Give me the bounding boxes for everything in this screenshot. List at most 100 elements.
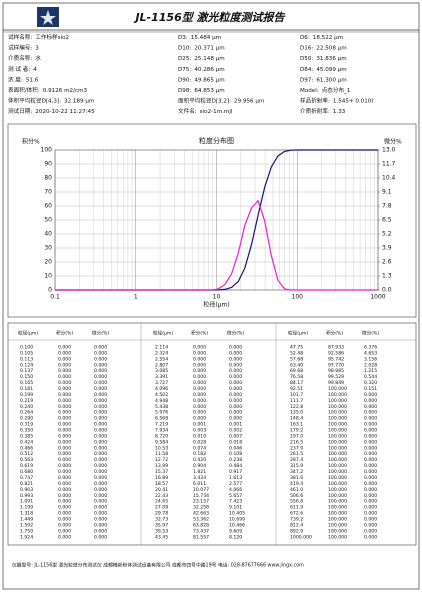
chart-title: 粒度分布图 — [199, 136, 234, 145]
table-cell: 148.4 — [290, 416, 303, 422]
table-cell: 0.385 — [20, 433, 33, 439]
table-cell: 0.000 — [364, 451, 377, 457]
table-cell: 0.010 — [193, 433, 206, 439]
table-cell: 0.181 — [20, 386, 33, 392]
info-field: 浓 度: 51.6 — [8, 75, 39, 83]
info-label: 测试日期: — [8, 107, 32, 115]
info-value: 2020-10-22 11:27:45 — [35, 109, 95, 115]
table-cell: 0.000 — [193, 410, 206, 416]
table-cell: 261.5 — [290, 451, 303, 457]
table-cell: 100.000 — [328, 433, 347, 439]
table-cell: 2.114 — [155, 345, 168, 351]
x-tick-label: 100 — [292, 294, 304, 301]
table-cell: 0.000 — [193, 416, 206, 422]
table-cell: 0.000 — [193, 404, 206, 410]
info-field: 试样名称: 工作标样sio2 — [8, 33, 69, 41]
table-cell: 100.000 — [328, 511, 347, 517]
table-cell: 10.405 — [229, 511, 245, 517]
y-tick-label: 40 — [44, 231, 52, 238]
table-cell: 0.000 — [58, 493, 71, 499]
info-label: D75: — [178, 66, 191, 72]
y-axis-label: 积分% — [22, 138, 40, 146]
table-cell: 0.000 — [58, 439, 71, 445]
table-cell: 84.17 — [290, 380, 303, 386]
info-value: 水 — [35, 54, 41, 62]
table-cell: 0.000 — [94, 511, 107, 517]
table-cell: 0.619 — [20, 463, 33, 469]
table-cell: 0.000 — [364, 505, 377, 511]
table-cell: 6.011 — [193, 481, 206, 487]
table-cell: 0.000 — [58, 345, 71, 351]
table-cell: 0.000 — [58, 528, 71, 534]
info-field: D6: 18.522 μm — [300, 35, 343, 41]
table-cell: 0.000 — [229, 356, 242, 362]
info-value: 51.6 — [26, 77, 39, 83]
table-cell: 0.000 — [229, 374, 242, 380]
table-cell: 100.000 — [328, 445, 347, 451]
table-cell: 35.97 — [155, 522, 168, 528]
table-cell: 287.4 — [290, 457, 303, 463]
series-line — [54, 149, 378, 291]
table-cell: 100.000 — [328, 528, 347, 534]
table-cell: 0.000 — [58, 487, 71, 493]
info-field: D90: 49.865 μm — [178, 77, 225, 83]
info-value: 1.545+ 0.010I — [333, 98, 373, 104]
y2-tick-label: 6.5 — [382, 217, 392, 224]
table-cell: 0.000 — [94, 386, 107, 392]
y2-tick-label: 13.0 — [382, 147, 396, 154]
table-cell: 9.101 — [229, 505, 242, 511]
table-cell: 0.151 — [364, 386, 377, 392]
table-cell: 63.40 — [290, 362, 303, 368]
table-cell: 0.000 — [94, 457, 107, 463]
table-cell: 100.000 — [328, 392, 347, 398]
info-label: D25: — [178, 56, 191, 62]
table-header: 积分(%) — [191, 330, 208, 337]
table-cell: 99.529 — [328, 374, 344, 380]
table-cell: 0.000 — [364, 428, 377, 434]
table-cell: 0.000 — [364, 439, 377, 445]
table-cell: 101.7 — [290, 392, 303, 398]
table-cell: 0.424 — [20, 439, 33, 445]
info-field: D3: 15.484 μm — [178, 35, 221, 41]
table-cell: 0.290 — [20, 416, 33, 422]
table-cell: 100.000 — [328, 481, 347, 487]
table-cell: 0.000 — [229, 380, 242, 386]
info-field: 测试日期: 2020-10-22 11:27:45 — [8, 107, 95, 115]
y2-tick-label: 9.1 — [382, 189, 392, 196]
y2-tick-label: 7.8 — [382, 203, 392, 210]
table-cell: 81.557 — [193, 534, 209, 540]
table-cell: 0.000 — [94, 528, 107, 534]
info-field: D98: 64.853 μm — [178, 88, 225, 94]
table-cell: 5.976 — [155, 410, 168, 416]
table-cell: 506.6 — [290, 493, 303, 499]
table-cell: 0.000 — [193, 368, 206, 374]
table-cell: 111.7 — [290, 398, 303, 404]
table-cell: 9.609 — [229, 528, 242, 534]
table-cell: 0.544 — [364, 374, 377, 380]
table-cell: 0.000 — [94, 433, 107, 439]
table-cell: 32.258 — [193, 505, 209, 511]
table-cell: 12.72 — [155, 457, 168, 463]
x-tick-label: 0.1 — [50, 294, 60, 301]
table-cell: 0.000 — [193, 345, 206, 351]
info-field: D50: 31.836 μm — [300, 56, 347, 62]
table-cell: 0.000 — [58, 457, 71, 463]
table-cell: 0.000 — [94, 469, 107, 475]
table-cell: 6.568 — [155, 416, 168, 422]
table-cell: 0.000 — [94, 410, 107, 416]
table-cell: 100.000 — [328, 416, 347, 422]
table-cell: 0.105 — [20, 350, 33, 356]
info-value: 4 — [33, 66, 37, 72]
info-label: 测 试 者: — [8, 64, 30, 72]
info-field: Model: 点态分布_1 — [300, 86, 351, 94]
info-value: 29.956 μm — [234, 98, 264, 104]
table-cell: 0.000 — [94, 445, 107, 451]
table-cell: 0.993 — [20, 493, 33, 499]
info-label: D10: — [178, 45, 191, 51]
table-cell: 0.264 — [20, 410, 33, 416]
info-value: 45.099 μm — [316, 66, 346, 72]
y2-tick-label: 1.3 — [382, 273, 392, 280]
table-cell: 3.391 — [155, 374, 168, 380]
table-cell: 20.41 — [155, 487, 168, 493]
